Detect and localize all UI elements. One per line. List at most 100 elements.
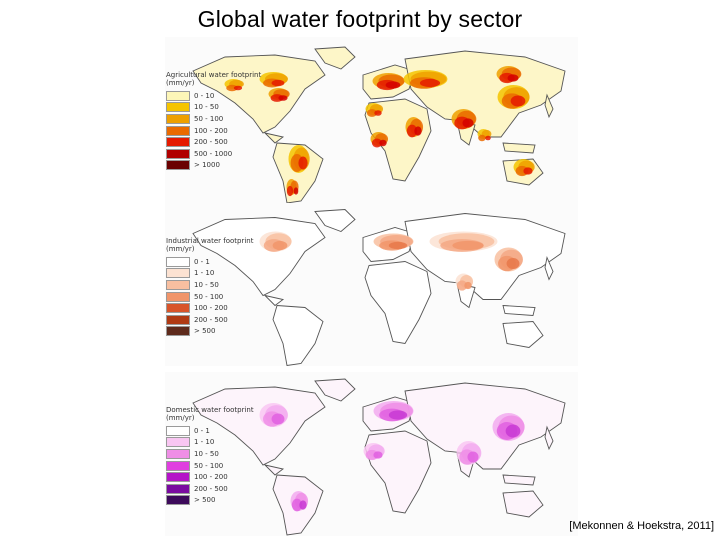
legend-label: 10 - 50 — [194, 449, 219, 458]
continent-outline — [263, 294, 285, 307]
legend-label: 200 - 500 — [194, 484, 228, 493]
legend-swatch — [166, 495, 190, 506]
legend-swatch — [166, 137, 190, 148]
legend-label: 50 - 100 — [194, 292, 224, 301]
legend-swatch — [166, 437, 190, 448]
footprint-hotspot — [374, 110, 382, 116]
agricultural-map-panel: Agricultural water footprint (mm/yr) 0 -… — [165, 37, 578, 207]
continent-outline — [404, 50, 566, 138]
footprint-hotspot — [278, 95, 288, 101]
legend-swatch — [166, 90, 190, 101]
legend-item: 1 - 10 — [166, 437, 266, 449]
legend-swatch — [166, 303, 190, 314]
legend-label: > 500 — [194, 496, 216, 505]
legend-swatch — [166, 472, 190, 483]
legend-swatch — [166, 460, 190, 471]
legend-item: 100 - 200 — [166, 125, 266, 137]
continent-outline — [502, 474, 536, 486]
legend-item: 50 - 100 — [166, 460, 266, 472]
legend-swatch — [166, 125, 190, 136]
continent-outline — [502, 142, 536, 154]
continent-outline — [502, 305, 536, 316]
legend-label: 100 - 200 — [194, 304, 228, 313]
legend-swatch — [166, 102, 190, 113]
footprint-hotspot — [419, 78, 441, 88]
legend-label: 10 - 50 — [194, 280, 219, 289]
legend-label: 1 - 10 — [194, 269, 215, 278]
legend-item: > 1000 — [166, 160, 266, 172]
industrial-map-panel: Industrial water footprint (mm/yr) 0 - 1… — [165, 203, 578, 366]
footprint-hotspot — [286, 185, 294, 197]
legend-item: 10 - 50 — [166, 102, 266, 114]
legend-item: 10 - 50 — [166, 279, 266, 291]
footprint-hotspot — [523, 167, 533, 175]
legend: Industrial water footprint (mm/yr) 0 - 1… — [166, 237, 266, 337]
legend-label: 500 - 1000 — [194, 149, 233, 158]
footprint-hotspot — [293, 187, 299, 195]
legend-swatch — [166, 160, 190, 171]
legend-swatch — [166, 314, 190, 325]
legend-item: 100 - 200 — [166, 471, 266, 483]
legend-title: Agricultural water footprint (mm/yr) — [166, 71, 262, 87]
continent-outline — [272, 142, 324, 204]
legend-item: 200 - 500 — [166, 483, 266, 495]
footprint-hotspot — [272, 240, 288, 251]
legend-label: 100 - 200 — [194, 126, 228, 135]
continent-outline — [192, 54, 326, 134]
legend-swatch — [166, 326, 190, 337]
footprint-hotspot — [379, 139, 387, 147]
footprint-hotspot — [478, 134, 486, 142]
legend-label: 0 - 1 — [194, 257, 210, 266]
footprint-hotspot — [452, 240, 484, 251]
continent-outline — [263, 464, 285, 476]
legend: Domestic water footprint (mm/yr) 0 - 1 1 … — [166, 406, 266, 506]
continent-outline — [364, 261, 432, 344]
legend-swatch — [166, 425, 190, 436]
footprint-hotspot — [373, 451, 383, 459]
citation: [Mekonnen & Hoekstra, 2011] — [569, 520, 714, 532]
continent-outline — [544, 425, 554, 451]
footprint-hotspot — [456, 280, 468, 291]
legend-item: 10 - 50 — [166, 448, 266, 460]
legend-item: 200 - 500 — [166, 136, 266, 148]
footprint-hotspot — [371, 138, 383, 148]
legend-label: 0 - 10 — [194, 91, 215, 100]
legend-item: 50 - 100 — [166, 113, 266, 125]
continent-outline — [192, 386, 326, 466]
footprint-hotspot — [510, 95, 526, 107]
footprint-hotspot — [507, 74, 519, 82]
legend-item: 200 - 500 — [166, 314, 266, 326]
footprint-hotspot — [388, 241, 408, 250]
legend-swatch — [166, 291, 190, 302]
footprint-hotspot — [406, 124, 418, 138]
footprint-hotspot — [388, 410, 408, 420]
legend-swatch — [166, 113, 190, 124]
legend-label: 100 - 200 — [194, 473, 228, 482]
continent-outline — [502, 321, 544, 348]
legend-swatch — [166, 256, 190, 267]
footprint-hotspot — [467, 451, 479, 463]
world-map — [192, 46, 566, 204]
legend-swatch — [166, 448, 190, 459]
domestic-map-panel: Domestic water footprint (mm/yr) 0 - 1 1 … — [165, 372, 578, 536]
footprint-hotspot — [414, 126, 422, 136]
continent-outline — [192, 217, 326, 297]
legend-label: 1 - 10 — [194, 438, 215, 447]
legend-item: 1 - 10 — [166, 268, 266, 280]
legend-label: 0 - 1 — [194, 426, 210, 435]
legend-label: 200 - 500 — [194, 315, 228, 324]
footprint-hotspot — [233, 85, 243, 91]
legend-swatch — [166, 148, 190, 159]
footprint-hotspot — [299, 500, 307, 510]
footprint-hotspot — [505, 424, 521, 438]
legend-label: 200 - 500 — [194, 138, 228, 147]
legend-label: > 1000 — [194, 161, 220, 170]
continent-outline — [544, 93, 554, 119]
legend-item: > 500 — [166, 326, 266, 338]
legend-title: Industrial water footprint (mm/yr) — [166, 237, 254, 253]
continent-outline — [502, 490, 544, 518]
continent-outline — [263, 132, 285, 144]
legend-swatch — [166, 279, 190, 290]
legend-swatch — [166, 268, 190, 279]
world-map — [192, 209, 566, 366]
